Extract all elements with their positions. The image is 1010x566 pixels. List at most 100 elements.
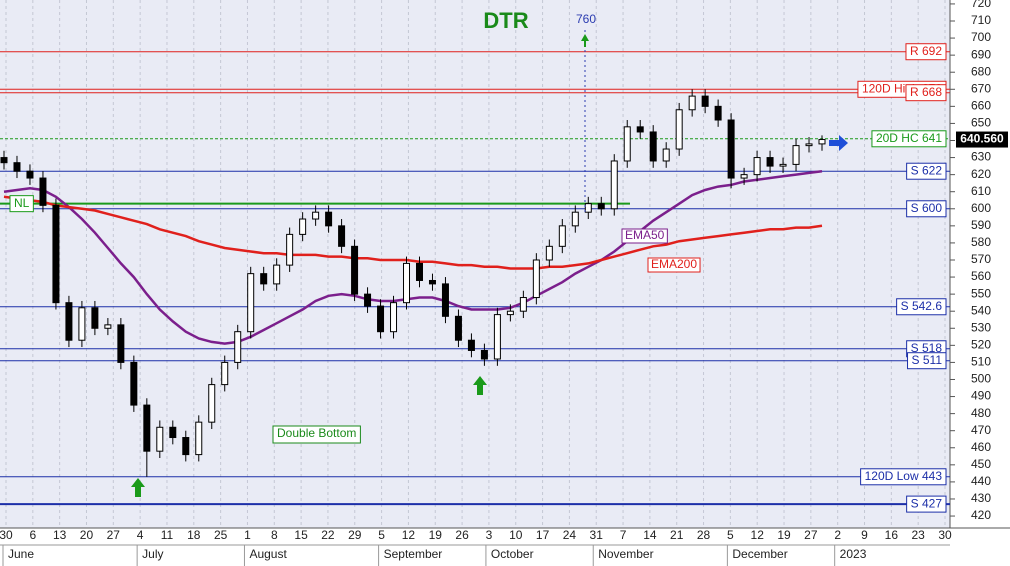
y-tick-label: 530 <box>971 320 991 334</box>
x-tick-label: 12 <box>402 528 416 542</box>
candle-body <box>467 339 475 351</box>
candle-body <box>247 273 255 333</box>
level-label-box <box>906 200 947 218</box>
x-tick-label: 14 <box>643 528 657 542</box>
candle-body <box>169 426 177 439</box>
ema-line <box>3 169 823 345</box>
x-tick-label: 13 <box>53 528 67 542</box>
candle-body <box>740 174 748 179</box>
level-label-box <box>9 195 34 213</box>
level-label-box <box>905 84 947 102</box>
candle-body <box>597 203 605 210</box>
ema-label-box <box>621 228 668 244</box>
x-tick-label: 24 <box>563 528 577 542</box>
x-tick-label: 27 <box>107 528 121 542</box>
level-label: S 511 <box>912 353 943 367</box>
candle-body <box>753 157 761 176</box>
candle-body <box>312 211 320 220</box>
y-tick-label: 690 <box>971 47 991 61</box>
x-tick-label: 9 <box>861 528 868 542</box>
candle-body <box>234 331 242 363</box>
month-label: December <box>732 547 787 561</box>
annotation: Double Bottom <box>277 426 356 440</box>
candle-body <box>195 421 203 456</box>
level-label: S 518 <box>911 341 943 355</box>
level-label: R 692 <box>910 44 942 58</box>
x-tick-label: 18 <box>187 528 201 542</box>
month-label: October <box>491 547 534 561</box>
month-label: June <box>8 547 34 561</box>
candle-body <box>273 264 281 285</box>
y-tick-label: 570 <box>971 252 991 266</box>
ema-line <box>3 195 823 270</box>
level-label: S 542.6 <box>901 299 943 313</box>
y-tick-label: 720 <box>971 0 991 10</box>
y-tick-label: 490 <box>971 389 991 403</box>
candle-body <box>91 307 99 329</box>
y-tick-label: 450 <box>971 457 991 471</box>
y-tick-label: 600 <box>971 201 991 215</box>
candle-body <box>480 349 488 360</box>
month-label: August <box>249 547 287 561</box>
candle-body <box>818 139 826 145</box>
level-label: S 600 <box>911 201 943 215</box>
candle-body <box>610 160 618 210</box>
x-tick-label: 17 <box>536 528 550 542</box>
candle-body <box>26 170 34 179</box>
y-tick-label: 630 <box>971 150 991 164</box>
candle-body <box>221 361 229 386</box>
level-label-box <box>906 495 947 513</box>
candle-body <box>792 145 800 165</box>
level-label: 120D Low 443 <box>865 469 943 483</box>
y-tick-label: 420 <box>971 508 991 522</box>
y-tick-label: 540 <box>971 303 991 317</box>
y-tick-label: 430 <box>971 491 991 505</box>
level-label: NL <box>14 196 30 210</box>
y-tick-label: 560 <box>971 269 991 283</box>
candles <box>0 89 826 477</box>
candle-body <box>65 302 73 341</box>
candle-body <box>623 126 631 162</box>
x-tick-label: 19 <box>429 528 443 542</box>
candle-body <box>649 131 657 162</box>
x-tick-label: 30 <box>0 528 13 542</box>
y-tick-label: 440 <box>971 474 991 488</box>
x-tick-label: 6 <box>29 528 36 542</box>
candle-body <box>766 157 774 167</box>
x-tick-label: 2 <box>834 528 841 542</box>
x-tick-label: 23 <box>911 528 925 542</box>
x-tick-label: 21 <box>670 528 684 542</box>
x-tick-label: 30 <box>938 528 952 542</box>
candle-body <box>441 283 449 317</box>
candle-body <box>156 426 164 452</box>
candle-body <box>390 302 398 333</box>
level-label-box <box>905 43 947 61</box>
candle-body <box>805 143 813 147</box>
candle-body <box>325 211 333 227</box>
x-tick-label: 31 <box>590 528 604 542</box>
month-label: 2023 <box>840 547 867 561</box>
x-tick-label: 5 <box>727 528 734 542</box>
plot-background <box>0 0 950 528</box>
y-tick-label: 650 <box>971 116 991 130</box>
candle-body <box>260 273 268 285</box>
candle-body <box>117 324 125 363</box>
x-tick-label: 27 <box>804 528 818 542</box>
x-tick-label: 8 <box>271 528 278 542</box>
candle-body <box>130 361 138 406</box>
candle-body <box>532 259 540 299</box>
candle-body <box>208 384 216 423</box>
candle-body <box>182 437 190 456</box>
x-tick-label: 22 <box>321 528 335 542</box>
arrow-right <box>829 135 848 151</box>
candle-body <box>428 279 436 285</box>
candle-body <box>584 203 592 213</box>
candle-body <box>493 314 501 360</box>
ema-label: EMA50 <box>625 228 665 242</box>
candle-body <box>779 163 787 167</box>
candle-body <box>506 310 514 316</box>
level-label: R 668 <box>910 85 942 99</box>
candle-body <box>519 297 527 312</box>
candle-body <box>13 162 21 172</box>
candle-body <box>39 177 47 206</box>
